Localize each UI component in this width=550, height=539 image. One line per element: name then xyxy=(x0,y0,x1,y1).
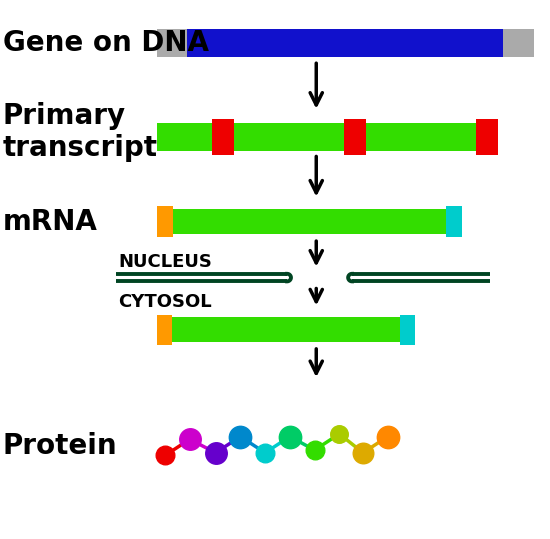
Text: Protein: Protein xyxy=(3,432,117,460)
FancyBboxPatch shape xyxy=(172,209,447,234)
Text: Primary
transcript: Primary transcript xyxy=(3,102,158,162)
Point xyxy=(383,432,392,441)
Point xyxy=(285,432,294,441)
Point xyxy=(261,448,270,457)
FancyBboxPatch shape xyxy=(157,29,534,57)
Point xyxy=(161,451,169,460)
Point xyxy=(335,430,344,438)
FancyBboxPatch shape xyxy=(446,206,462,237)
FancyBboxPatch shape xyxy=(212,119,234,155)
Point xyxy=(185,435,194,444)
FancyBboxPatch shape xyxy=(157,123,484,151)
FancyBboxPatch shape xyxy=(171,317,401,342)
FancyBboxPatch shape xyxy=(344,119,366,155)
FancyBboxPatch shape xyxy=(187,29,503,57)
Point xyxy=(359,448,367,457)
FancyBboxPatch shape xyxy=(400,315,415,345)
Text: CYTOSOL: CYTOSOL xyxy=(118,293,212,311)
Text: NUCLEUS: NUCLEUS xyxy=(118,253,212,271)
FancyBboxPatch shape xyxy=(157,315,172,345)
FancyBboxPatch shape xyxy=(157,206,173,237)
FancyBboxPatch shape xyxy=(476,119,498,155)
Point xyxy=(236,432,245,441)
Text: mRNA: mRNA xyxy=(3,208,98,236)
Text: Gene on DNA: Gene on DNA xyxy=(3,29,209,57)
Point xyxy=(211,448,220,457)
Point xyxy=(310,446,319,454)
